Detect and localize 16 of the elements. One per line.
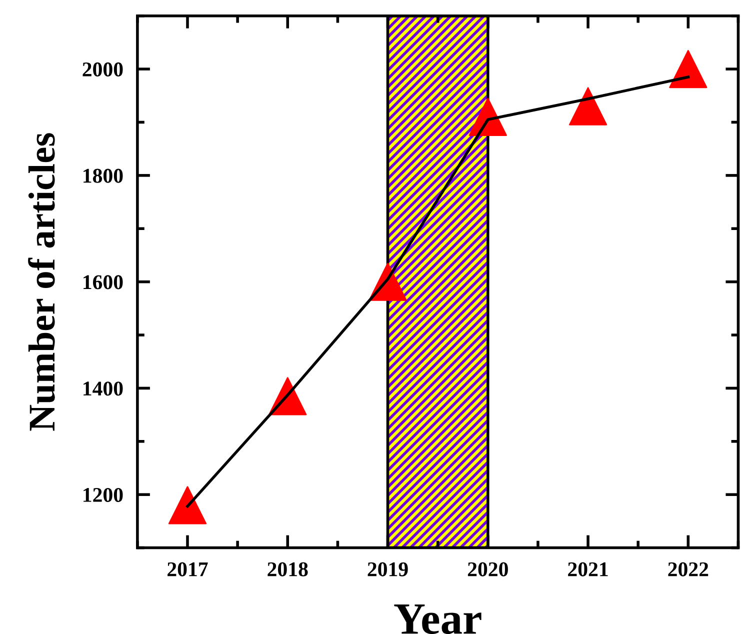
x-tick-label: 2022 <box>668 562 708 576</box>
x-tick-label: 2017 <box>168 562 208 576</box>
point <box>669 50 708 88</box>
y-tick-label: 2000 <box>82 62 123 76</box>
y-tick-label: 1600 <box>84 275 123 290</box>
x-axis-title: Year <box>394 604 482 634</box>
y-tick-label: 1200 <box>84 488 123 502</box>
point <box>568 87 608 126</box>
y-tick-label: 1800 <box>84 168 123 183</box>
y-axis-title: Number of articles <box>28 133 55 431</box>
point <box>168 486 207 524</box>
x-tick-label: 2021 <box>568 562 608 576</box>
y-tick-label: 1400 <box>84 382 123 396</box>
x-tick-label: 2020 <box>468 562 508 576</box>
x-tick-label: 2019 <box>368 562 408 576</box>
x-tick-label: 2018 <box>268 562 308 576</box>
